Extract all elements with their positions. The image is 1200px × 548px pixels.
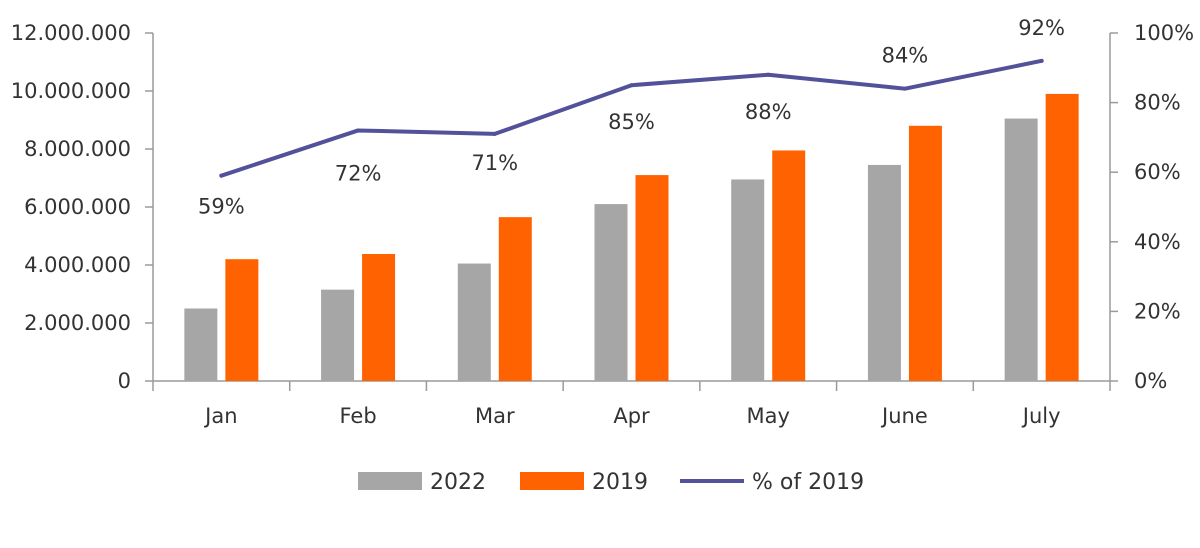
line-point [766,72,771,77]
line-point [356,128,361,133]
right-tick-label: 40% [1134,230,1181,254]
percent-data-label: 84% [882,44,929,68]
left-tick-label: 0 [118,369,131,393]
category-label: July [1021,404,1061,428]
line-point [1039,58,1044,63]
right-tick-label: 100% [1134,21,1194,45]
percent-data-label: 88% [745,100,792,124]
left-tick-label: 4.000.000 [24,253,131,277]
legend: 2022 2019 % of 2019 [358,470,864,495]
left-tick-label: 6.000.000 [24,195,131,219]
category-label: Jan [203,404,237,428]
bar-2019-Mar [498,217,532,381]
legend-swatch-2019 [520,472,584,490]
category-label: Feb [339,404,376,428]
bar-2019-July [1045,93,1079,382]
percent-data-label: 71% [471,151,518,175]
category-label: May [747,404,790,428]
right-tick-label: 0% [1134,369,1167,393]
left-tick-label: 8.000.000 [24,137,131,161]
category-labels: Jan Feb Mar Apr May June July [203,404,1060,428]
bar-2019-May [772,150,806,381]
line-point [492,131,497,136]
bar-2022-July [1004,118,1038,382]
bar-2022-Jan [184,308,218,381]
percent-data-label: 72% [335,161,382,185]
bar-2019-Feb [362,253,396,381]
right-tick-label: 60% [1134,160,1181,184]
category-label: Mar [475,404,515,428]
bar-2022-Feb [321,289,355,381]
left-tick-label: 2.000.000 [24,311,131,335]
legend-label: 2019 [592,470,648,495]
percent-data-label: 59% [198,195,245,219]
category-label: Apr [613,404,650,428]
bar-2019-June [908,125,942,381]
line-point [219,173,224,178]
line-point [902,86,907,91]
legend-swatch-2022 [358,472,422,490]
left-tick-label: 12.000.000 [11,21,131,45]
bar-2022-Apr [594,204,628,381]
bar-series [184,93,1079,382]
line-point [629,83,634,88]
left-axis-ticks: 0 2.000.000 4.000.000 6.000.000 8.000.000 10.… [11,21,153,393]
legend-label: 2022 [430,470,486,495]
bar-2022-June [867,164,901,381]
percent-data-label: 85% [608,110,655,134]
bar-2019-Jan [225,259,259,381]
line-series: 59% 72% 71% 85% 88% 84% 92% [198,16,1065,219]
bar-2022-Mar [457,263,491,381]
right-axis-ticks: 0% 20% 40% 60% 80% 100% [1110,21,1194,393]
legend-label: % of 2019 [752,470,864,495]
right-tick-label: 80% [1134,91,1181,115]
left-tick-label: 10.000.000 [11,79,131,103]
bar-2022-May [731,179,765,381]
bar-2019-Apr [635,175,669,381]
percent-data-label: 92% [1018,16,1065,40]
category-label: June [880,404,928,428]
right-tick-label: 20% [1134,299,1181,323]
